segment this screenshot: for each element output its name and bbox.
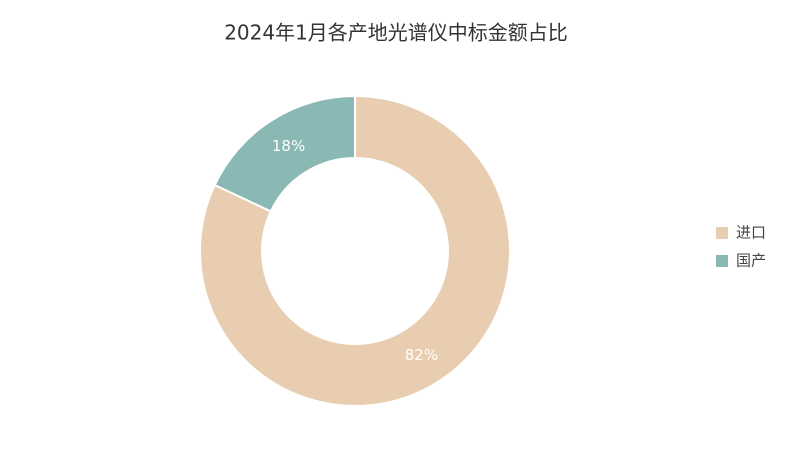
slice <box>213 94 356 213</box>
chart-title: 2024年1月各产地光谱仪中标金额占比 <box>224 21 568 45</box>
legend-label: 国产 <box>736 252 766 270</box>
data-label: 18% <box>272 137 305 155</box>
slice <box>199 94 511 407</box>
legend-swatch <box>716 255 728 267</box>
legend-swatch <box>716 227 728 239</box>
legend-label: 进口 <box>736 224 766 242</box>
data-label: 82% <box>405 346 438 364</box>
